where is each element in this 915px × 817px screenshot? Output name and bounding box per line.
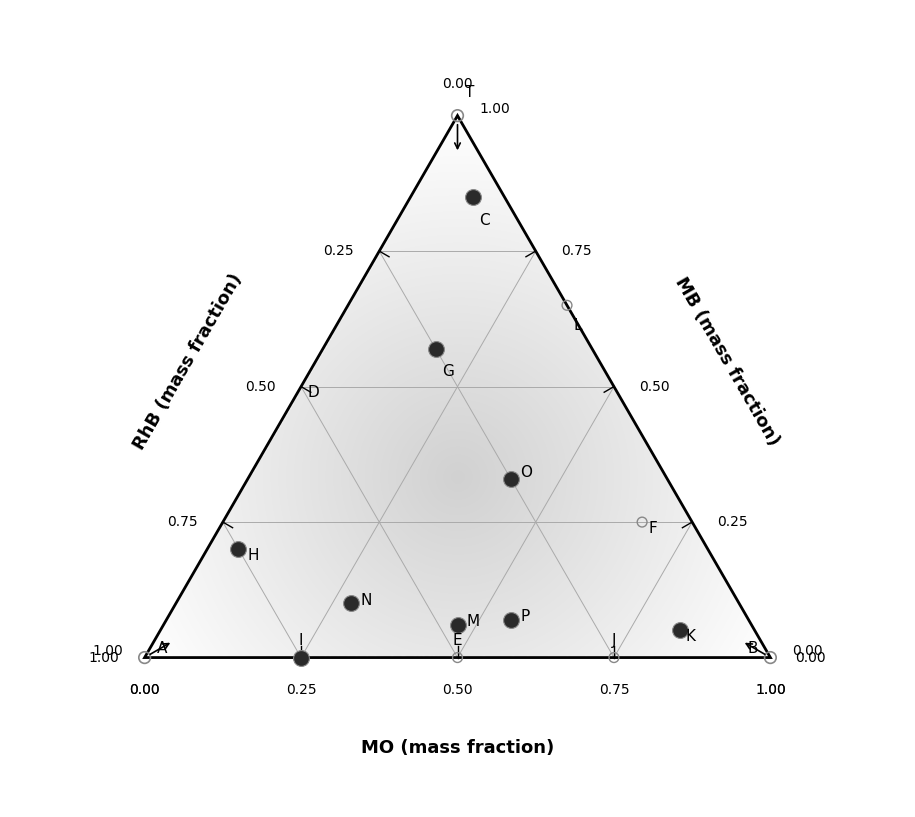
Point	[450, 109, 465, 123]
Point	[344, 597, 359, 610]
Point	[466, 190, 480, 203]
Text: B: B	[748, 641, 758, 656]
Text: 0.50: 0.50	[442, 682, 473, 697]
Text: E: E	[453, 633, 462, 648]
Text: 0.50: 0.50	[639, 380, 670, 394]
Text: 0.00: 0.00	[129, 682, 160, 697]
Text: J: J	[612, 633, 616, 648]
Text: D: D	[307, 386, 319, 400]
Text: G: G	[442, 364, 454, 379]
Point	[503, 613, 518, 626]
Text: 0.75: 0.75	[561, 244, 591, 258]
Point	[428, 342, 443, 355]
Point	[560, 299, 575, 312]
Text: N: N	[361, 593, 371, 608]
Text: 1.00: 1.00	[92, 645, 123, 659]
Text: L: L	[574, 318, 582, 333]
Point	[763, 651, 778, 664]
Text: 1.00: 1.00	[755, 682, 786, 697]
Text: 1.00: 1.00	[89, 650, 120, 664]
Text: 0.25: 0.25	[324, 244, 354, 258]
Text: A: A	[157, 641, 167, 656]
Text: 0.75: 0.75	[598, 682, 630, 697]
Text: C: C	[479, 212, 490, 228]
Text: RhB (mass fraction): RhB (mass fraction)	[131, 270, 246, 453]
Text: MO (mass fraction): MO (mass fraction)	[361, 739, 554, 757]
Text: 0.00: 0.00	[129, 682, 160, 697]
Point	[673, 624, 687, 637]
Text: I: I	[299, 633, 303, 648]
Text: H: H	[248, 548, 259, 563]
Point	[231, 542, 246, 556]
Text: 0.25: 0.25	[717, 515, 748, 529]
Text: P: P	[520, 609, 529, 624]
Text: M: M	[467, 614, 480, 629]
Point	[450, 651, 465, 664]
Point	[635, 516, 650, 529]
Text: F: F	[649, 521, 657, 536]
Text: 0.25: 0.25	[285, 682, 317, 697]
Text: 1.00: 1.00	[755, 682, 786, 697]
Text: 0.00: 0.00	[792, 645, 823, 659]
Point	[503, 472, 518, 485]
Point	[450, 618, 465, 632]
Text: 1.00: 1.00	[479, 102, 511, 116]
Text: 0.75: 0.75	[167, 515, 198, 529]
Point	[137, 651, 152, 664]
Text: O: O	[520, 465, 533, 480]
Point	[294, 651, 308, 664]
Text: 0.00: 0.00	[442, 77, 473, 91]
Text: K: K	[686, 629, 696, 645]
Text: 0.00: 0.00	[795, 650, 826, 664]
Text: 0.50: 0.50	[245, 380, 276, 394]
Text: MB (mass fraction): MB (mass fraction)	[671, 274, 782, 449]
Text: T: T	[465, 85, 474, 100]
Point	[607, 651, 621, 664]
